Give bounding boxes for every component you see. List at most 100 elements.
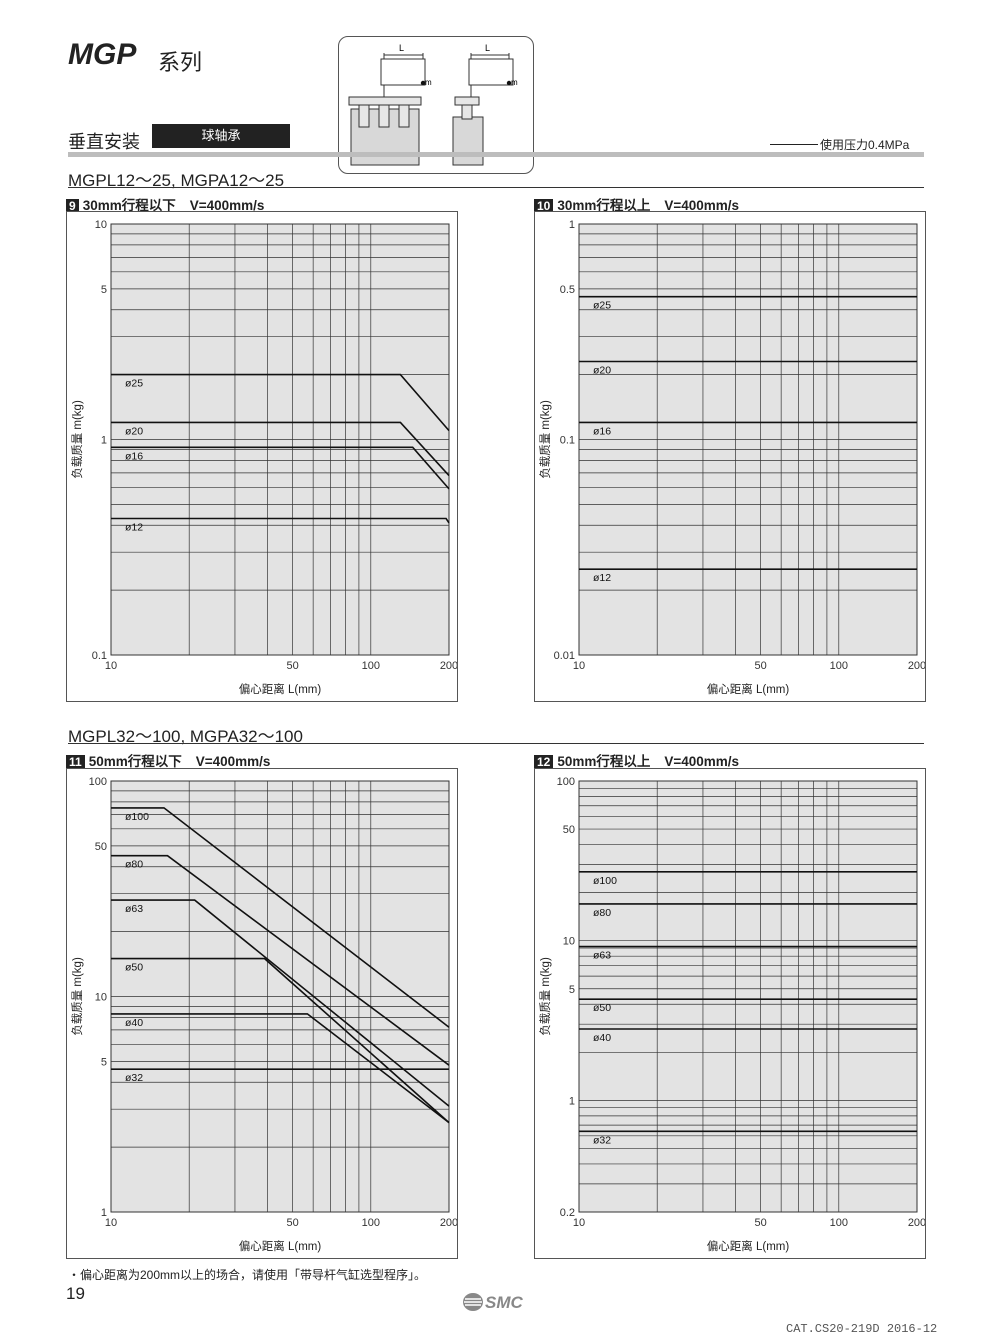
series-line [111,807,450,1028]
chart-12-title: 12 50mm行程以上 V=400mm/s [534,750,739,770]
y-axis-label: 负载质量 m(kg) [538,957,552,1036]
logo-text: SMC [485,1293,524,1312]
plot-area [578,780,918,1213]
y-tick-label: 10 [95,992,107,1004]
x-tick-label: 10 [573,1217,585,1229]
y-axis-label: 负载质量 m(kg) [538,400,552,479]
x-tick-label: 200 [908,660,925,672]
smc-logo: SMC [462,1291,534,1313]
y-axis-label: 负载质量 m(kg) [70,400,84,479]
x-tick-label: 10 [573,660,585,672]
chart-10-svg: 10 50 100 200 0.01 0.1 0.5 1 偏心距离 L(mm) 负载质量 m(kg… [538,219,926,696]
series-label: ø20 [593,365,611,377]
y-axis-label: 负载质量 m(kg) [70,957,84,1036]
chart-10: 10 50 100 200 0.01 0.1 0.5 1 偏心距离 L(mm) 负载质量 m(kg… [534,211,926,702]
y-gridlines [111,790,449,1148]
y-tick-label: 100 [557,776,575,788]
x-tick-label: 50 [754,660,766,672]
pressure-line [770,144,818,145]
series-line [111,446,450,490]
series-label: ø16 [593,425,611,437]
x-gridlines [656,781,840,1212]
x-tick-label: 200 [908,1217,925,1229]
y-gridlines [579,233,917,591]
series-label: ø100 [593,875,617,887]
footer-note: ・偏心距离为200mm以上的场合，请使用「带导杆气缸选型程序」。 [68,1268,427,1282]
x-tick-label: 10 [105,660,117,672]
series-line [111,517,450,524]
chart-11-svg: 10 50 100 200 1 5 10 50 100 偏心距离 L(mm) 负载质量 m(kg) ø… [70,776,458,1253]
x-tick-label: 100 [830,660,848,672]
icon-label-L: L [399,43,404,53]
series-label: ø12 [593,572,611,584]
x-axis-label: 偏心距离 L(mm) [707,1239,790,1253]
y-tick-label: 10 [95,219,107,231]
y-tick-label: 50 [95,841,107,853]
chart-12: 10 50 100 200 0.2 1 5 10 50 100 偏心距离 L(mm) 负载质量 m(k… [534,768,926,1259]
series-label: ø40 [593,1032,611,1044]
series-label: ø100 [125,811,149,823]
y-tick-label: 5 [101,284,107,296]
chart-9-speed: V=400mm/s [189,198,265,213]
series-label: ø63 [593,949,611,961]
chart-12-stroke: 50mm行程以上 [557,754,651,769]
chart-10-title: 10 30mm行程以上 V=400mm/s [534,194,739,214]
y-tick-label: 1 [101,1207,107,1219]
x-tick-label: 100 [830,1217,848,1229]
model-rule-1 [68,187,924,188]
x-axis-label: 偏心距离 L(mm) [707,682,790,696]
icon-label-m-2: m [511,78,518,87]
y-tick-label: 1 [569,219,575,231]
series-label: ø50 [125,962,143,974]
bearing-tag: 球轴承 [152,124,290,148]
chart-12-number: 12 [534,755,554,770]
series-label: ø50 [593,1002,611,1014]
y-tick-label: 10 [563,936,575,948]
x-tick-label: 50 [286,660,298,672]
pressure-note: 使用压力0.4MPa [820,138,910,152]
chart-11-stroke: 50mm行程以下 [88,754,182,769]
model-rule-2 [68,743,924,744]
y-tick-label: 0.1 [92,650,107,662]
x-axis-label: 偏心距离 L(mm) [239,1239,322,1253]
y-tick-label: 0.2 [560,1207,575,1219]
chart-12-speed: V=400mm/s [664,754,740,769]
series-label: ø80 [593,907,611,919]
series-label: ø25 [593,300,611,312]
series-label: ø20 [125,425,143,437]
chart-11-speed: V=400mm/s [195,754,271,769]
chart-11: 10 50 100 200 1 5 10 50 100 偏心距离 L(mm) 负载质量 m(kg) ø… [66,768,458,1259]
y-tick-label: 100 [89,776,107,788]
header-divider [68,152,924,157]
chart-9-number: 9 [66,199,79,214]
series-label: ø12 [125,521,143,533]
y-tick-label: 5 [569,984,575,996]
chart-11-title: 11 50mm行程以下 V=400mm/s [66,750,270,770]
model-title-1: MGPL12～25, MGPA12～25 [68,171,285,190]
x-axis-label: 偏心距离 L(mm) [239,682,322,696]
y-tick-label: 1 [101,435,107,447]
series-line [111,421,450,477]
series-label: ø40 [125,1017,143,1029]
series-label: ø16 [125,450,143,462]
series-label: ø32 [125,1072,143,1084]
x-tick-label: 200 [440,1217,457,1229]
catalog-code: CAT.CS20-219D 2016-12 [786,1322,938,1336]
series-line [111,957,450,1124]
y-tick-label: 1 [569,1095,575,1107]
model-title-2: MGPL32～100, MGPA32～100 [68,727,303,746]
series-label: ø63 [125,903,143,915]
y-tick-label: 50 [563,824,575,836]
series-line [111,1013,450,1124]
x-tick-label: 100 [362,660,380,672]
y-tick-label: 0.1 [560,435,575,447]
icon-label-m: m [425,78,432,87]
chart-10-speed: V=400mm/s [664,198,740,213]
y-tick-label: 0.5 [560,284,575,296]
series-line [111,899,450,1107]
x-tick-label: 50 [754,1217,766,1229]
chart-12-svg: 10 50 100 200 0.2 1 5 10 50 100 偏心距离 L(mm) 负载质量 m(k… [538,776,926,1253]
series-line [111,854,450,1066]
chart-9-stroke: 30mm行程以下 [82,198,176,213]
x-tick-label: 100 [362,1217,380,1229]
